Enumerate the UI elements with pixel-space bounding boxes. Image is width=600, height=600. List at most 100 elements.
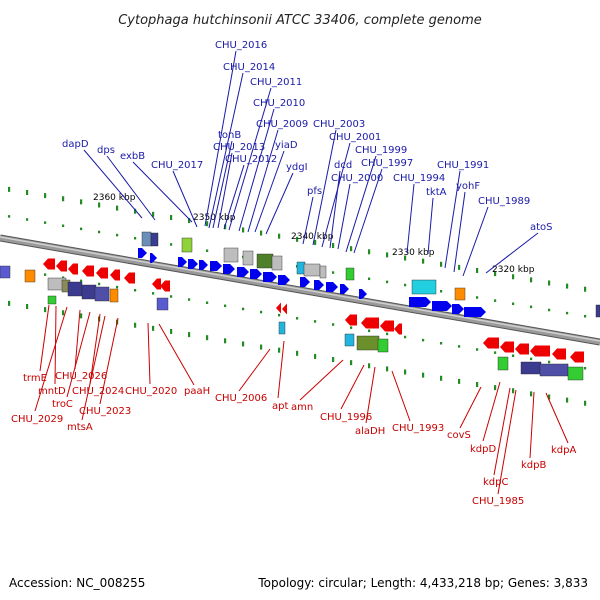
gene-label-kdpC[interactable]: kdpC [483, 477, 508, 488]
map-title: Cytophaga hutchinsonii ATCC 33406, compl… [118, 13, 482, 28]
forward-gene-arrow [199, 260, 208, 270]
tick-track-top [314, 239, 317, 245]
forward-gene-labels: dapD dps exbB CHU_2017 CHU_2016 CHU_2014… [62, 40, 553, 233]
gene-label-CHU_2017[interactable]: CHU_2017 [151, 160, 203, 171]
gene-label-CHU_2001[interactable]: CHU_2001 [329, 132, 381, 143]
gene-label-apt[interactable]: apt [272, 401, 288, 412]
gene-label-ydgI[interactable]: ydgI [286, 162, 308, 173]
label-leader-forward [106, 155, 156, 221]
label-leader-forward [312, 129, 337, 246]
gene-label-CHU_1985[interactable]: CHU_1985 [472, 496, 524, 507]
reverse-gene-arrow [152, 278, 161, 290]
gene-label-kdpD[interactable]: kdpD [470, 444, 496, 455]
tick-track-reverse [152, 292, 155, 295]
reverse-gene-arrow [43, 258, 55, 270]
gene-label-CHU_2020[interactable]: CHU_2020 [125, 386, 177, 397]
gene-label-CHU_1993[interactable]: CHU_1993 [392, 423, 444, 434]
forward-gene-arrow [178, 257, 187, 267]
tick-track-bottom [368, 363, 371, 369]
label-leader-reverse [147, 322, 151, 385]
gene-feature-block [141, 231, 152, 247]
tick-track-bottom [224, 338, 227, 344]
tick-track-top [476, 268, 479, 274]
gene-feature-block [303, 263, 321, 277]
gene-label-paaH[interactable]: paaH [184, 386, 210, 397]
label-leader-forward [132, 161, 193, 223]
label-leader-forward [265, 172, 294, 235]
gene-feature-block [181, 237, 193, 253]
tick-track-bottom [44, 307, 47, 313]
gene-label-CHU_2000[interactable]: CHU_2000 [331, 173, 383, 184]
gene-label-CHU_2029[interactable]: CHU_2029 [11, 414, 63, 425]
gene-label-CHU_1989[interactable]: CHU_1989 [478, 196, 530, 207]
label-leader-reverse [74, 309, 81, 370]
label-leader-reverse [391, 370, 411, 422]
gene-label-atoS[interactable]: atoS [530, 222, 553, 233]
gene-label-covS[interactable]: covS [447, 430, 471, 441]
label-leader-reverse [459, 386, 482, 429]
gene-label-alaDH[interactable]: alaDH [355, 426, 385, 437]
gene-label-CHU_2016[interactable]: CHU_2016 [215, 40, 267, 51]
scale-tick-2350: 2350 kbp [193, 213, 236, 223]
gene-feature-block [454, 287, 466, 301]
gene-feature-block [150, 232, 159, 247]
gene-label-amn[interactable]: amn [291, 402, 313, 413]
forward-gene-arrow [278, 275, 290, 285]
tick-track-top [278, 233, 281, 239]
gene-label-CHU_1994[interactable]: CHU_1994 [393, 173, 445, 184]
gene-feature-block [539, 363, 569, 377]
forward-gene-arrow [326, 282, 338, 292]
gene-label-CHU_1999[interactable]: CHU_1999 [355, 145, 407, 156]
gene-label-dapD[interactable]: dapD [62, 139, 89, 150]
gene-label-exbB[interactable]: exbB [120, 151, 145, 162]
tick-track-bottom [548, 394, 551, 400]
gene-label-CHU_1991[interactable]: CHU_1991 [437, 160, 489, 171]
gene-feature-block [67, 281, 83, 297]
gene-label-CHU_2011[interactable]: CHU_2011 [250, 77, 302, 88]
gene-label-troC[interactable]: troC [52, 399, 73, 410]
gene-label-yiaD[interactable]: yiaD [275, 140, 298, 151]
gene-label-kdpB[interactable]: kdpB [521, 460, 546, 471]
gene-label-CHU_2026[interactable]: CHU_2026 [55, 371, 107, 382]
gene-label-CHU_1996[interactable]: CHU_1996 [320, 412, 372, 423]
gene-label-CHU_2006[interactable]: CHU_2006 [215, 393, 267, 404]
gene-label-CHU_2009[interactable]: CHU_2009 [256, 119, 308, 130]
reverse-gene-arrow [515, 343, 529, 355]
tick-track-bottom [314, 353, 317, 359]
tick-track-top [548, 280, 551, 286]
tick-track-forward [584, 314, 587, 318]
gene-label-CHU_2003[interactable]: CHU_2003 [313, 119, 365, 130]
gene-label-tktA[interactable]: tktA [426, 187, 447, 198]
tick-track-bottom [584, 400, 587, 406]
gene-feature-block [377, 338, 389, 353]
gene-label-pfs[interactable]: pfs [307, 186, 322, 197]
gene-label-CHU_2013[interactable]: CHU_2013 [213, 142, 265, 153]
gene-label-CHU_2014[interactable]: CHU_2014 [223, 62, 275, 73]
gene-label-CHU_2024[interactable]: CHU_2024 [72, 386, 124, 397]
gene-label-kdpA[interactable]: kdpA [551, 445, 576, 456]
tick-track-bottom [188, 332, 191, 338]
gene-label-tonB[interactable]: tonB [218, 130, 241, 141]
tick-track-forward [512, 302, 515, 305]
gene-label-dps[interactable]: dps [97, 145, 115, 156]
tick-track-top [422, 258, 425, 264]
gene-label-CHU_2023[interactable]: CHU_2023 [79, 406, 131, 417]
tick-track-top [152, 211, 155, 217]
gene-label-CHU_2010[interactable]: CHU_2010 [253, 98, 305, 109]
tick-track-forward [566, 311, 569, 315]
gene-label-trmE[interactable]: trmE [23, 373, 47, 384]
gene-label-mtsA[interactable]: mtsA [67, 422, 93, 433]
tick-track-top [368, 249, 371, 255]
tick-track-bottom [278, 347, 281, 353]
gene-label-CHU_2012[interactable]: CHU_2012 [225, 154, 277, 165]
gene-label-yohF[interactable]: yohF [456, 181, 480, 192]
gene-label-mntD[interactable]: mntD [38, 386, 66, 397]
tick-track-forward [386, 280, 389, 284]
reverse-gene-arrow [394, 323, 402, 335]
tick-track-top [350, 246, 353, 252]
gene-label-CHU_1997[interactable]: CHU_1997 [361, 158, 413, 169]
gene-label-dcd[interactable]: dcd [334, 160, 352, 171]
tick-track-bottom [80, 313, 83, 319]
tick-track-forward [170, 243, 173, 246]
tick-track-reverse [332, 323, 335, 326]
